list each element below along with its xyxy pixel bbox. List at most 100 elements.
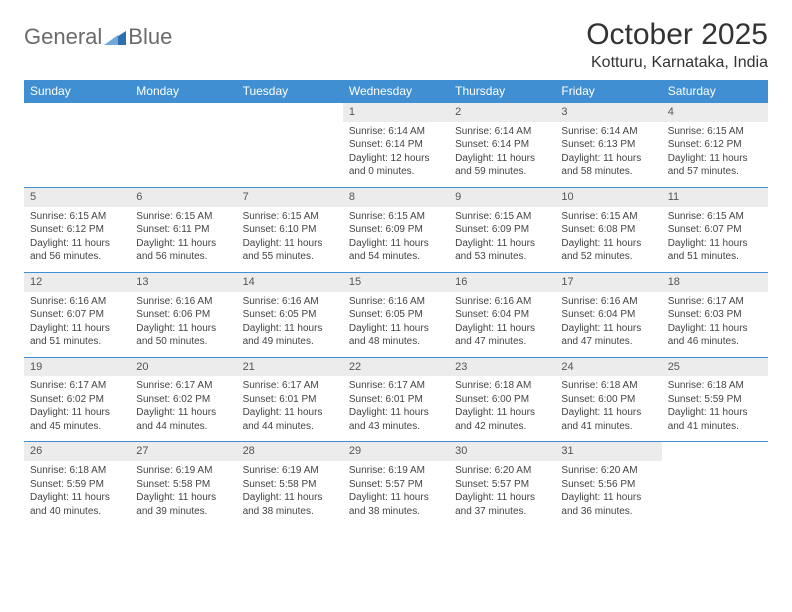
- sunrise-line: Sunrise: 6:15 AM: [349, 210, 443, 224]
- calendar-cell-empty: [130, 103, 236, 188]
- sunset-line: Sunset: 6:05 PM: [349, 308, 443, 322]
- day-body: Sunrise: 6:14 AMSunset: 6:13 PMDaylight:…: [555, 122, 661, 187]
- calendar-week: 1Sunrise: 6:14 AMSunset: 6:14 PMDaylight…: [24, 103, 768, 188]
- sunrise-line: Sunrise: 6:19 AM: [349, 464, 443, 478]
- day-body: Sunrise: 6:17 AMSunset: 6:01 PMDaylight:…: [237, 376, 343, 441]
- day-number: 19: [24, 358, 130, 377]
- calendar-cell: 2Sunrise: 6:14 AMSunset: 6:14 PMDaylight…: [449, 103, 555, 188]
- daylight-line: Daylight: 11 hours and 44 minutes.: [243, 406, 337, 433]
- header: General Blue October 2025 Kotturu, Karna…: [24, 18, 768, 72]
- sunrise-line: Sunrise: 6:19 AM: [136, 464, 230, 478]
- sunset-line: Sunset: 5:58 PM: [136, 478, 230, 492]
- sunrise-line: Sunrise: 6:15 AM: [243, 210, 337, 224]
- day-number: 31: [555, 442, 661, 461]
- day-body: Sunrise: 6:19 AMSunset: 5:58 PMDaylight:…: [130, 461, 236, 526]
- weekday-header: Tuesday: [237, 80, 343, 103]
- daylight-line: Daylight: 11 hours and 36 minutes.: [561, 491, 655, 518]
- sunset-line: Sunset: 5:58 PM: [243, 478, 337, 492]
- sunrise-line: Sunrise: 6:19 AM: [243, 464, 337, 478]
- calendar-cell: 24Sunrise: 6:18 AMSunset: 6:00 PMDayligh…: [555, 357, 661, 442]
- sunset-line: Sunset: 6:09 PM: [349, 223, 443, 237]
- day-number: 30: [449, 442, 555, 461]
- day-number: 5: [24, 188, 130, 207]
- sunrise-line: Sunrise: 6:18 AM: [455, 379, 549, 393]
- weekday-header: Friday: [555, 80, 661, 103]
- calendar-cell: 4Sunrise: 6:15 AMSunset: 6:12 PMDaylight…: [662, 103, 768, 188]
- calendar-week: 5Sunrise: 6:15 AMSunset: 6:12 PMDaylight…: [24, 187, 768, 272]
- calendar-cell: 26Sunrise: 6:18 AMSunset: 5:59 PMDayligh…: [24, 442, 130, 526]
- calendar-cell: 8Sunrise: 6:15 AMSunset: 6:09 PMDaylight…: [343, 187, 449, 272]
- daylight-line: Daylight: 11 hours and 44 minutes.: [136, 406, 230, 433]
- calendar-cell: 19Sunrise: 6:17 AMSunset: 6:02 PMDayligh…: [24, 357, 130, 442]
- day-number: 2: [449, 103, 555, 122]
- day-number: 26: [24, 442, 130, 461]
- sunset-line: Sunset: 6:02 PM: [136, 393, 230, 407]
- sunrise-line: Sunrise: 6:15 AM: [455, 210, 549, 224]
- calendar-cell-empty: [237, 103, 343, 188]
- sunset-line: Sunset: 5:59 PM: [668, 393, 762, 407]
- weekday-header: Thursday: [449, 80, 555, 103]
- weekday-header: Wednesday: [343, 80, 449, 103]
- day-number: 13: [130, 273, 236, 292]
- sunset-line: Sunset: 6:14 PM: [455, 138, 549, 152]
- sunset-line: Sunset: 6:00 PM: [455, 393, 549, 407]
- sunset-line: Sunset: 5:57 PM: [455, 478, 549, 492]
- calendar-cell: 3Sunrise: 6:14 AMSunset: 6:13 PMDaylight…: [555, 103, 661, 188]
- sunset-line: Sunset: 6:07 PM: [668, 223, 762, 237]
- title-block: October 2025 Kotturu, Karnataka, India: [586, 18, 768, 72]
- calendar-cell: 10Sunrise: 6:15 AMSunset: 6:08 PMDayligh…: [555, 187, 661, 272]
- sunset-line: Sunset: 5:56 PM: [561, 478, 655, 492]
- daylight-line: Daylight: 11 hours and 51 minutes.: [30, 322, 124, 349]
- sunrise-line: Sunrise: 6:14 AM: [561, 125, 655, 139]
- calendar-table: SundayMondayTuesdayWednesdayThursdayFrid…: [24, 80, 768, 526]
- day-number: 22: [343, 358, 449, 377]
- day-number: 28: [237, 442, 343, 461]
- calendar-cell-empty: [24, 103, 130, 188]
- calendar-cell: 14Sunrise: 6:16 AMSunset: 6:05 PMDayligh…: [237, 272, 343, 357]
- day-number: 1: [343, 103, 449, 122]
- daylight-line: Daylight: 11 hours and 48 minutes.: [349, 322, 443, 349]
- daylight-line: Daylight: 11 hours and 56 minutes.: [30, 237, 124, 264]
- daylight-line: Daylight: 12 hours and 0 minutes.: [349, 152, 443, 179]
- day-number: 9: [449, 188, 555, 207]
- sunrise-line: Sunrise: 6:17 AM: [30, 379, 124, 393]
- day-body: Sunrise: 6:19 AMSunset: 5:57 PMDaylight:…: [343, 461, 449, 526]
- sunrise-line: Sunrise: 6:18 AM: [668, 379, 762, 393]
- daylight-line: Daylight: 11 hours and 38 minutes.: [349, 491, 443, 518]
- calendar-cell: 13Sunrise: 6:16 AMSunset: 6:06 PMDayligh…: [130, 272, 236, 357]
- daylight-line: Daylight: 11 hours and 51 minutes.: [668, 237, 762, 264]
- daylight-line: Daylight: 11 hours and 39 minutes.: [136, 491, 230, 518]
- day-number: 11: [662, 188, 768, 207]
- daylight-line: Daylight: 11 hours and 41 minutes.: [668, 406, 762, 433]
- logo-text-1: General: [24, 24, 102, 50]
- sunset-line: Sunset: 6:01 PM: [243, 393, 337, 407]
- calendar-cell: 22Sunrise: 6:17 AMSunset: 6:01 PMDayligh…: [343, 357, 449, 442]
- day-number: 20: [130, 358, 236, 377]
- day-body: Sunrise: 6:15 AMSunset: 6:11 PMDaylight:…: [130, 207, 236, 272]
- sunrise-line: Sunrise: 6:15 AM: [136, 210, 230, 224]
- sunrise-line: Sunrise: 6:20 AM: [455, 464, 549, 478]
- day-body: Sunrise: 6:17 AMSunset: 6:01 PMDaylight:…: [343, 376, 449, 441]
- calendar-cell: 25Sunrise: 6:18 AMSunset: 5:59 PMDayligh…: [662, 357, 768, 442]
- sunrise-line: Sunrise: 6:17 AM: [136, 379, 230, 393]
- sunrise-line: Sunrise: 6:16 AM: [243, 295, 337, 309]
- day-body: Sunrise: 6:15 AMSunset: 6:09 PMDaylight:…: [343, 207, 449, 272]
- day-body: Sunrise: 6:18 AMSunset: 6:00 PMDaylight:…: [449, 376, 555, 441]
- day-number: 29: [343, 442, 449, 461]
- day-body: Sunrise: 6:14 AMSunset: 6:14 PMDaylight:…: [449, 122, 555, 187]
- calendar-cell: 6Sunrise: 6:15 AMSunset: 6:11 PMDaylight…: [130, 187, 236, 272]
- day-body: Sunrise: 6:17 AMSunset: 6:02 PMDaylight:…: [130, 376, 236, 441]
- sunset-line: Sunset: 6:13 PM: [561, 138, 655, 152]
- sunset-line: Sunset: 5:59 PM: [30, 478, 124, 492]
- day-number: 27: [130, 442, 236, 461]
- month-title: October 2025: [586, 18, 768, 52]
- day-number: 4: [662, 103, 768, 122]
- day-body: Sunrise: 6:16 AMSunset: 6:04 PMDaylight:…: [555, 292, 661, 357]
- calendar-cell: 9Sunrise: 6:15 AMSunset: 6:09 PMDaylight…: [449, 187, 555, 272]
- calendar-cell: 15Sunrise: 6:16 AMSunset: 6:05 PMDayligh…: [343, 272, 449, 357]
- daylight-line: Daylight: 11 hours and 57 minutes.: [668, 152, 762, 179]
- sunset-line: Sunset: 6:03 PM: [668, 308, 762, 322]
- calendar-cell: 17Sunrise: 6:16 AMSunset: 6:04 PMDayligh…: [555, 272, 661, 357]
- calendar-week: 19Sunrise: 6:17 AMSunset: 6:02 PMDayligh…: [24, 357, 768, 442]
- day-number: 12: [24, 273, 130, 292]
